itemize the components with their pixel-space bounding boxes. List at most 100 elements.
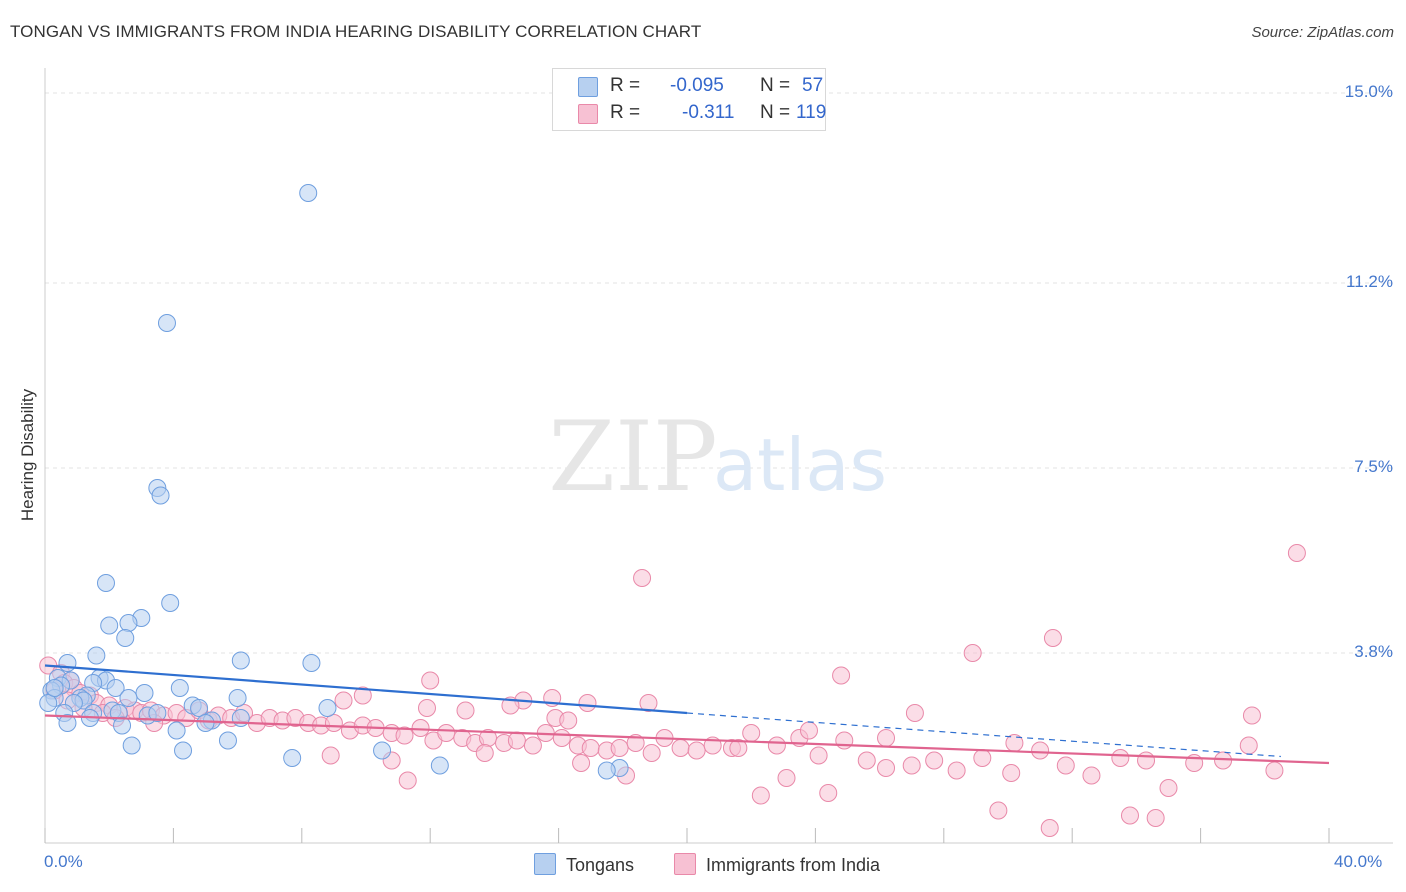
legend-r-value: -0.095 [670,75,724,96]
india-trend-line [44,714,1330,765]
x-tick-label-min: 0.0% [44,852,83,871]
tongan-point-30 [228,689,247,707]
india-point-80 [1239,736,1258,755]
tongan-point-51 [373,741,392,760]
india-point-112 [777,769,796,787]
tongan-point-13 [58,654,77,672]
india-point-88 [633,569,652,587]
india-point-50 [581,739,600,757]
india-point-91 [334,691,353,710]
tongan-point-26 [119,689,138,707]
india-point-67 [902,756,921,775]
legend-n-value: 119 [796,102,827,123]
india-point-115 [1040,819,1059,837]
tongan-point-43 [58,714,77,732]
tongan-point-55 [39,694,58,712]
india-point-102 [877,729,896,747]
india-point-100 [559,711,578,730]
india-points [39,544,1306,837]
india-point-52 [610,739,629,757]
india-point-81 [1265,761,1284,780]
legend-swatch-pink [578,104,598,124]
trend-lines [44,664,1330,765]
legend-swatch-blue [578,77,598,97]
y-tick-label-3: 15.0% [1344,82,1393,101]
india-point-73 [1056,756,1075,775]
tongan-point-45 [167,721,186,740]
india-point-114 [989,801,1008,820]
tongan-point-38 [148,704,167,722]
india-point-87 [905,704,924,722]
india-point-65 [857,751,876,770]
y-tick-label-1: 7.5% [1354,457,1393,476]
source-label: Source: ZipAtlas.com [1251,24,1394,41]
india-point-113 [819,784,838,802]
tongan-point-10 [87,646,106,665]
tongan-point-32 [190,699,209,717]
india-point-53 [626,734,645,752]
legend-n-value: 57 [802,75,824,96]
india-point-38 [411,719,430,737]
bottom-legend-india: Immigrants from India [674,853,880,876]
watermark: ZIP atlas [548,401,887,513]
tongan-trend-extension [686,712,1281,758]
tongan-point-46 [196,714,215,732]
india-point-69 [947,761,966,780]
india-point-94 [578,694,597,712]
tongan-point-12 [302,654,321,672]
tongan-point-7 [119,614,138,632]
india-point-82 [1287,544,1306,562]
india-point-104 [729,739,748,757]
india-point-83 [1242,706,1261,725]
tongan-point-5 [161,594,180,612]
tongan-point-9 [116,629,135,647]
tongan-points [39,184,629,780]
india-point-86 [832,666,851,685]
india-point-70 [973,749,992,767]
tongan-trend-line [44,664,688,715]
india-point-46 [523,736,542,755]
tongan-point-11 [231,651,250,670]
india-point-72 [1031,741,1050,760]
bottom-legend-swatch-blue [534,853,556,875]
india-point-117 [1146,809,1165,827]
stats-legend: R = -0.095 N = 57 R = -0.311 N = 119 [552,68,826,131]
tongan-point-54 [597,761,616,780]
india-point-54 [642,744,661,762]
india-point-61 [767,736,786,755]
bottom-legend-india-label: Immigrants from India [706,855,881,875]
india-point-48 [552,729,571,747]
tongan-point-50 [283,749,302,767]
india-point-107 [398,771,417,790]
y-tick-label-0: 3.8% [1354,642,1393,661]
tongan-point-48 [122,736,141,755]
watermark-zip: ZIP [548,401,717,513]
tongan-point-47 [218,731,237,750]
india-point-60 [742,724,761,742]
bottom-legend-tongans-label: Tongans [566,855,635,875]
india-point-57 [687,741,706,760]
india-point-108 [475,744,494,762]
tongan-point-44 [113,716,132,735]
india-point-111 [751,786,770,805]
axes [44,68,1393,844]
tongan-point-3 [151,486,170,505]
india-point-32 [324,714,343,732]
bottom-legend-tongans: Tongans [534,853,634,876]
tongan-point-56 [45,679,64,697]
india-point-109 [572,754,591,772]
india-point-97 [456,701,475,720]
india-point-96 [417,699,436,717]
legend-n-label: N = [760,102,791,123]
tongan-point-42 [318,699,337,717]
tongan-point-1 [157,314,176,332]
india-point-74 [1082,766,1101,785]
india-point-64 [835,731,854,750]
legend-r-label: R = [610,102,641,123]
india-point-85 [963,644,982,662]
india-point-77 [1159,779,1178,797]
india-point-95 [639,694,658,712]
legend-n-label: N = [760,75,791,96]
bottom-legend-swatch-pink [674,853,696,875]
tongan-point-8 [100,616,119,635]
